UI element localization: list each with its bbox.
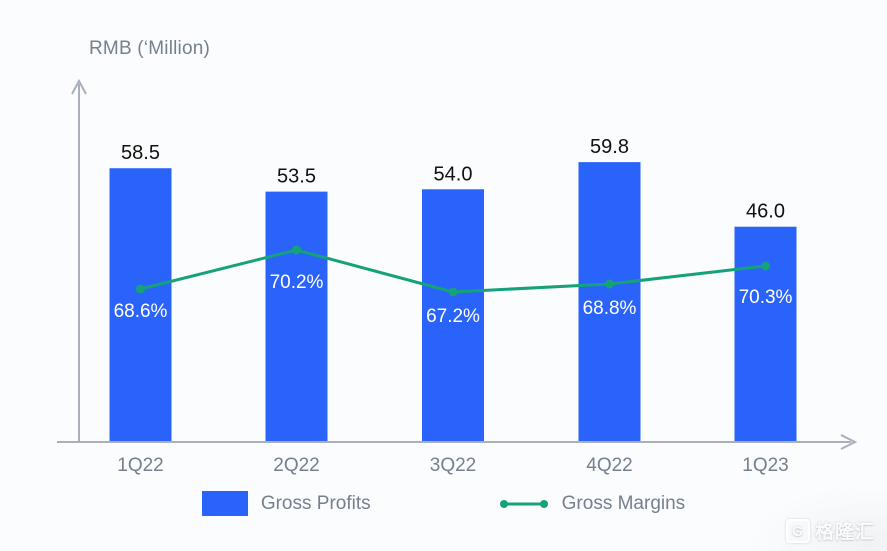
gelonghui-watermark: G 格隆汇: [785, 517, 875, 544]
legend-label-gross-margins: Gross Margins: [561, 492, 686, 514]
x-axis-label-4q22: 4Q22: [586, 455, 632, 476]
gross-margins-point-3q22: [448, 287, 458, 297]
x-axis-arrow-icon: [840, 434, 858, 450]
gross-margins-label-1q23: 70.3%: [739, 287, 793, 308]
legend: Gross Profits Gross Margins: [0, 491, 887, 516]
x-axis-label-3q22: 3Q22: [430, 455, 476, 476]
legend-label-gross-profits: Gross Profits: [260, 492, 371, 514]
gross-margins-label-1q22: 68.6%: [114, 301, 168, 322]
legend-item-gross-margins: Gross Margins: [499, 492, 686, 515]
bar-value-label-1q22: 58.5: [121, 142, 160, 164]
bar-gross-profits-3q22: [422, 189, 484, 442]
bar-gross-profits-2q22: [265, 191, 328, 442]
gross-margins-point-1q22: [136, 284, 145, 294]
bar-gross-profits-1q23: [734, 226, 797, 442]
gross-margins-point-2q22: [292, 245, 301, 255]
watermark-text: 格隆汇: [814, 522, 875, 543]
x-axis-label-2q22: 2Q22: [273, 455, 319, 476]
legend-item-gross-profits: Gross Profits: [201, 491, 371, 516]
bar-value-label-2q22: 53.5: [277, 166, 316, 188]
x-axis-label-1q23: 1Q23: [742, 455, 788, 476]
gross-margins-label-3q22: 67.2%: [426, 306, 480, 327]
axis-unit-title: RMB (‘Million): [89, 38, 211, 59]
gross-profits-bar-swatch: [201, 491, 248, 516]
bar-value-label-4q22: 59.8: [590, 136, 629, 158]
y-axis-arrow-icon: [71, 78, 87, 95]
gross-margins-line-swatch: [499, 499, 548, 508]
bar-gross-profits-1q22: [109, 168, 172, 442]
gross-margins-point-1q23: [761, 261, 770, 271]
gross-margins-label-2q22: 70.2%: [270, 272, 324, 293]
gelonghui-logo-icon: G: [785, 518, 810, 543]
bar-value-label-1q23: 46.0: [746, 201, 785, 223]
bar-gross-profits-4q22: [578, 162, 641, 443]
x-axis-label-1q22: 1Q22: [117, 455, 163, 476]
bar-value-label-3q22: 54.0: [434, 163, 473, 185]
gross-margins-label-4q22: 68.8%: [583, 298, 637, 319]
gross-margins-point-4q22: [605, 279, 614, 289]
